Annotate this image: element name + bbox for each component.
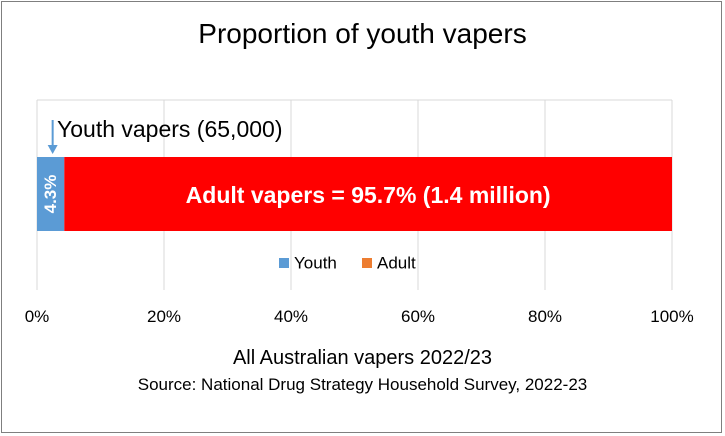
x-tick-label: 60% [401, 307, 435, 326]
x-tick-label: 0% [25, 307, 50, 326]
legend-swatch-adult [362, 258, 372, 268]
chart-source: Source: National Drug Strategy Household… [137, 375, 588, 394]
legend-swatch-youth [279, 258, 289, 268]
data-label-adult: Adult vapers = 95.7% (1.4 million) [186, 182, 551, 208]
x-tick-label: 40% [274, 307, 308, 326]
chart-title: Proportion of youth vapers [198, 18, 527, 49]
annotation-youth-vapers: Youth vapers (65,000) [57, 116, 282, 142]
annotation-arrow-head [47, 145, 58, 154]
chart-caption: All Australian vapers 2022/23 [232, 347, 493, 369]
x-tick-label: 20% [147, 307, 181, 326]
data-label-youth: 4.3% [41, 175, 60, 214]
x-tick-label: 80% [528, 307, 562, 326]
bar-segment-adult [64, 157, 673, 231]
x-tick-label: 100% [650, 307, 693, 326]
bar-segment-youth [37, 157, 65, 231]
legend-label-adult: Adult [377, 254, 416, 273]
legend-label-youth: Youth [294, 254, 337, 273]
